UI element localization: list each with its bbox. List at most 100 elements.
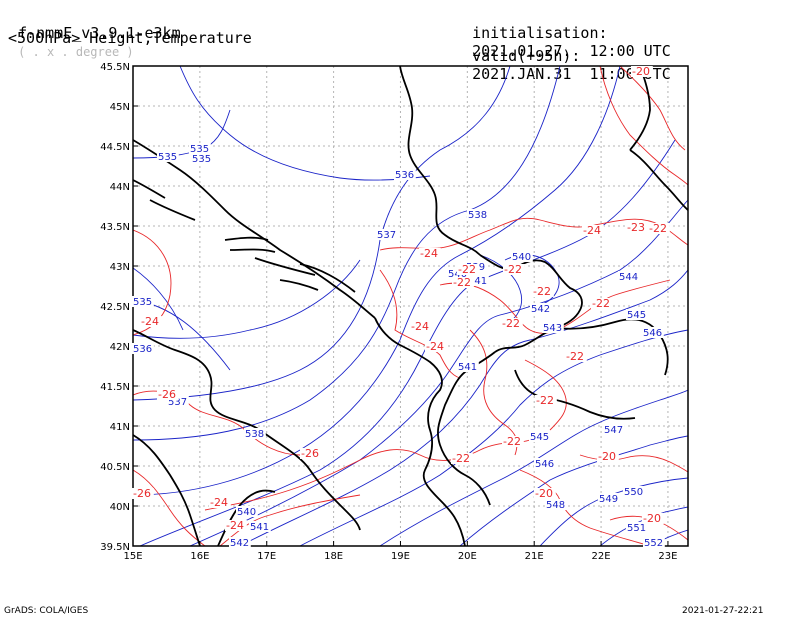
height-contour-label-bg: [642, 327, 664, 338]
temperature-contour: [219, 494, 361, 546]
height-contour-label: 542: [531, 304, 550, 315]
coastlines: [133, 66, 688, 546]
lat-tick-label: 39.5N: [100, 542, 130, 553]
height-contour-label-bg: [394, 169, 416, 180]
temperature-contour-label-bg: [140, 316, 162, 327]
height-contour: [179, 66, 431, 181]
height-contour-label-bg: [511, 251, 533, 262]
unit-label: ( . x . degree ): [18, 45, 134, 59]
footer-credit: GrADS: COLA/IGES: [4, 606, 89, 616]
lat-tick-label: 41N: [110, 422, 130, 433]
temperature-contour-label: -22: [536, 394, 554, 407]
height-contour-label-bg: [598, 493, 620, 504]
lat-tick-label: 42.5N: [100, 302, 130, 313]
lon-tick-label: 22E: [592, 551, 611, 562]
height-contour-label-bg: [626, 522, 648, 533]
height-contour-label-bg: [530, 303, 552, 314]
lat-tick-label: 43N: [110, 262, 130, 273]
height-contour: [599, 506, 688, 546]
coastline: [514, 369, 636, 420]
temperature-contour: [133, 469, 206, 546]
temperature-contour-label-bg: [534, 488, 556, 499]
temperature-contour-label-bg: [501, 318, 523, 329]
temperature-contour-label-bg: [648, 223, 670, 234]
height-contour-label: 541: [468, 276, 487, 287]
temperature-contour-label-bg: [626, 222, 648, 233]
height-contour-label: 542: [230, 538, 249, 549]
height-contour-label: 540: [237, 507, 256, 518]
lat-tick-label: 45.5N: [100, 62, 130, 73]
height-contour-label: 537: [168, 397, 187, 408]
height-contour: [459, 435, 688, 546]
temperature-contour-label: -22: [649, 222, 667, 235]
temperature-contour: [524, 359, 567, 431]
height-contour-label: 550: [624, 487, 643, 498]
height-contour-label: 541: [250, 522, 269, 533]
temperature-contour-label: -24: [420, 247, 438, 260]
height-contour-label: 545: [627, 310, 646, 321]
height-contour: [189, 199, 688, 546]
height-contour-label-bg: [545, 499, 567, 510]
lon-tick-label: 20E: [458, 551, 477, 562]
temperature-contour-label: -20: [535, 487, 553, 500]
height-contour: [299, 329, 688, 546]
height-contour-label-bg: [534, 458, 556, 469]
lon-tick-label: 23E: [658, 551, 677, 562]
longitude-axis: 15E 16E 17E 18E 19E 20E 21E 22E 23E: [123, 541, 677, 562]
temperature-contour-label-bg: [532, 286, 554, 297]
temperature-contour-label: -22: [592, 297, 610, 310]
height-contour-label: 540: [512, 252, 531, 263]
temperature-contour-label-bg: [425, 341, 447, 352]
lat-tick-label: 40N: [110, 502, 130, 513]
height-contour-label: 535: [190, 144, 209, 155]
height-contour-label-bg: [542, 322, 564, 333]
coastline: [217, 489, 276, 546]
temperature-contour: [579, 454, 688, 473]
height-contour-label: 552: [644, 538, 663, 549]
coastline: [224, 236, 319, 291]
temperature-contour-label-bg: [535, 395, 557, 406]
lat-tick-label: 44N: [110, 182, 130, 193]
height-contour-label-bg: [529, 431, 551, 442]
coastline: [399, 66, 481, 256]
lon-tick-label: 16E: [190, 551, 209, 562]
height-contour-label: 536: [395, 170, 414, 181]
height-contour-label-bg: [236, 506, 258, 517]
height-contour: [133, 109, 231, 159]
temperature-contour-label-bg: [457, 264, 479, 275]
lat-tick-label: 44.5N: [100, 142, 130, 153]
height-contour-label: 547: [604, 425, 623, 436]
temperature-contour: [519, 469, 651, 546]
temperature-contour-label-bg: [582, 225, 604, 236]
coastline: [629, 66, 651, 151]
temperature-contour-label-bg: [225, 520, 247, 531]
temperature-contour-label: -22: [458, 263, 476, 276]
height-contour-label-bg: [189, 143, 211, 154]
height-contour-label: 545: [530, 432, 549, 443]
height-contour-label: 538: [245, 429, 264, 440]
coastline: [133, 179, 196, 221]
lon-tick-label: 18E: [324, 551, 343, 562]
height-contour: [133, 259, 361, 339]
coastline: [133, 329, 361, 531]
height-contour-label: 536: [133, 344, 152, 355]
height-contour-label: 541: [458, 362, 477, 373]
height-contour-label-bg: [623, 486, 645, 497]
height-contour-label: 544: [619, 272, 638, 283]
temperature-contour: [133, 229, 172, 336]
height-contour-label: 535: [158, 152, 177, 163]
lat-tick-label: 45N: [110, 102, 130, 113]
temperature-contour-label: -22: [504, 263, 522, 276]
height-contour-label: 543: [543, 323, 562, 334]
lon-tick-label: 17E: [257, 551, 276, 562]
footer-timestamp: 2021-01-27-22:21: [682, 606, 764, 616]
height-contour: [239, 269, 688, 546]
height-contour: [133, 66, 561, 441]
temperature-contour-label-bg: [631, 66, 653, 77]
temperature-contour-label-bg: [410, 321, 432, 332]
temperature-contour-label-bg: [209, 497, 231, 508]
temperature-contour-label: -22: [566, 350, 584, 363]
lat-tick-label: 40.5N: [100, 462, 130, 473]
height-contour-label: 538: [468, 210, 487, 221]
